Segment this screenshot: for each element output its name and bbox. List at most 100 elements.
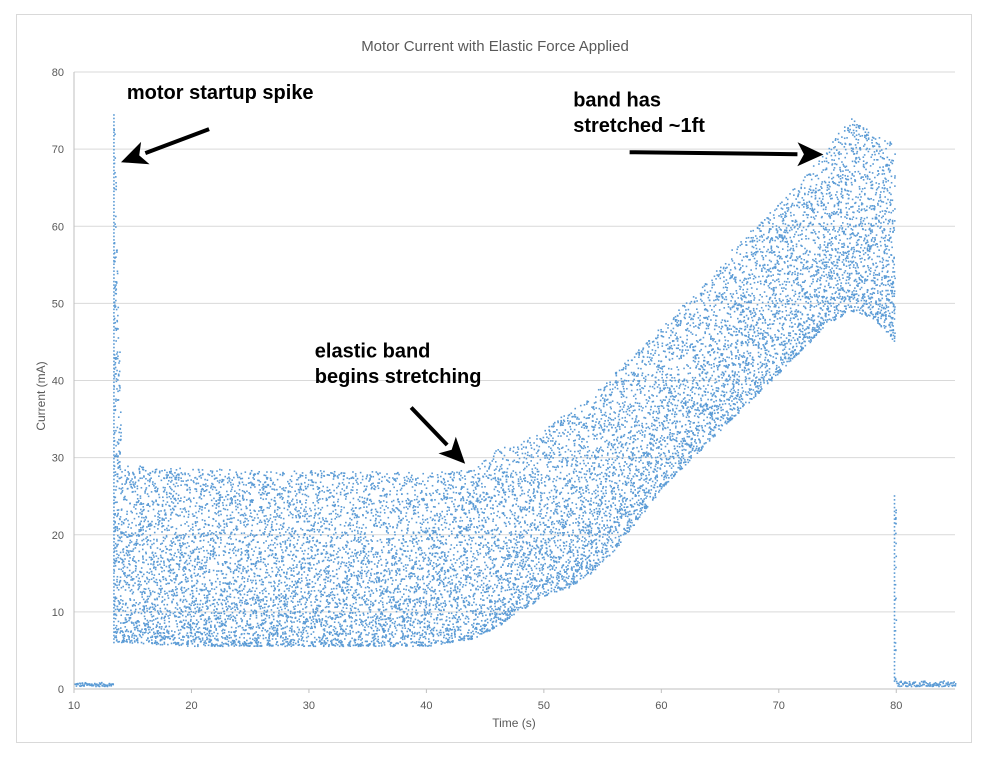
data-point [190,632,193,635]
data-point [146,536,148,538]
data-point [198,551,201,553]
data-point [207,591,210,593]
data-point [118,360,121,362]
data-point [320,574,323,576]
data-point [290,567,293,570]
data-point [282,633,284,635]
data-point [319,605,322,607]
data-point [350,477,353,479]
data-point [213,588,216,591]
data-point [258,551,261,553]
data-point [219,617,222,620]
data-point [267,640,270,642]
data-point [300,631,302,634]
data-point [262,483,264,486]
data-point [206,534,209,537]
data-point [287,553,290,556]
data-point [307,547,310,550]
data-point [382,609,385,612]
data-point [312,615,314,618]
data-point [241,626,244,629]
data-point [131,511,134,514]
data-point [354,514,357,517]
data-point [382,593,385,595]
data-point [177,473,180,476]
data-point [314,615,316,617]
data-point [128,474,130,476]
data-point [206,549,208,552]
data-point [118,374,120,377]
data-point [337,477,339,479]
data-point [233,606,236,608]
data-point [372,603,375,606]
data-point [245,571,248,574]
data-point [203,585,206,587]
data-point [270,632,273,635]
data-point [326,595,329,597]
data-point [231,479,234,481]
data-point [356,557,359,559]
data-point [194,600,196,602]
data-point [117,306,120,309]
data-point [243,644,245,647]
data-point [382,575,385,578]
data-point [231,531,233,534]
data-point [352,630,354,633]
data-point [260,560,262,563]
data-point [212,548,215,551]
data-point [370,621,373,624]
data-point [381,618,384,621]
data-point [248,588,251,591]
data-point [130,486,133,488]
data-point [370,484,372,486]
data-point [337,547,340,550]
data-point [360,586,363,588]
data-point [368,562,370,565]
data-point [382,489,384,492]
data-point [171,511,174,514]
data-point [381,590,384,592]
data-point [116,319,118,322]
data-point [365,572,368,575]
data-point [324,643,327,646]
data-point [284,626,287,629]
data-point [173,637,176,640]
data-point [307,569,310,571]
data-point [277,621,279,623]
data-point [160,588,162,590]
data-point [249,486,252,489]
data-point [358,582,361,585]
data-point [360,561,363,563]
data-point [198,508,201,510]
data-point [150,613,153,616]
data-point [341,589,343,592]
data-point [212,555,214,558]
data-point [287,514,290,517]
data-point [328,626,330,629]
data-point [286,508,289,511]
data-point [95,685,97,688]
data-point [181,545,183,547]
data-point [157,612,160,614]
data-point [382,628,384,631]
data-point [156,630,159,632]
data-point [118,554,120,557]
data-point [221,624,224,627]
data-point [292,638,294,641]
data-point [148,640,150,643]
data-point [145,515,147,518]
data-point [286,547,288,550]
data-point [188,568,191,571]
data-point [274,557,277,559]
data-point [352,603,355,605]
data-point [118,603,121,605]
data-point [327,601,329,604]
data-point [201,512,203,515]
data-point [226,490,228,493]
data-point [182,508,185,510]
data-point [164,577,167,580]
data-point [118,610,120,613]
data-point [150,610,153,613]
data-point [159,631,161,634]
data-point [339,523,342,526]
